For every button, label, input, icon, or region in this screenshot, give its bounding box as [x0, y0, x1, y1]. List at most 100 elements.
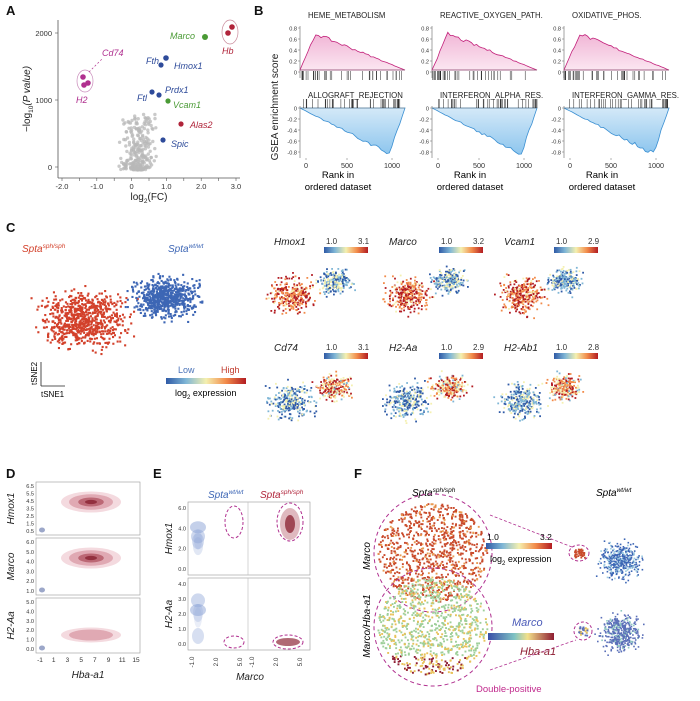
tsne-point [80, 310, 83, 313]
tsne-point [580, 277, 583, 280]
tsne-point [181, 313, 184, 316]
tsne-point [346, 392, 349, 395]
tsne-point [450, 275, 453, 278]
tsne-point [556, 280, 559, 282]
tsne-point [465, 389, 467, 392]
tsne-point [553, 287, 555, 290]
tsne-point [285, 303, 288, 306]
tsne-point [291, 394, 294, 397]
tsne-point [325, 290, 328, 293]
a-grey-point [153, 112, 157, 117]
a-grey-point [127, 120, 131, 125]
tsne-point [184, 305, 187, 308]
tsne-point [180, 302, 183, 305]
tsne-point [554, 279, 557, 282]
tsne-point [301, 299, 304, 302]
tsne-point [297, 308, 300, 310]
tsne-point [413, 283, 415, 286]
a-grey-point [143, 143, 147, 148]
point-hmox1 [163, 55, 169, 61]
tsne-point [332, 288, 334, 291]
a-grey-point [136, 168, 140, 172]
tsne-point [188, 293, 191, 296]
tsne-point [333, 395, 335, 398]
tsne-point [67, 348, 70, 351]
tsne-point [392, 400, 395, 403]
tsne-point [330, 387, 333, 390]
tsne-point [512, 280, 515, 283]
tsne-point [353, 283, 355, 285]
tsne-point [155, 309, 158, 312]
tsne-point [139, 282, 142, 285]
tsne-point [198, 285, 201, 288]
tsne-point [69, 303, 72, 306]
tsne-point [304, 295, 307, 297]
tsne-point [83, 328, 86, 331]
tsne-point [160, 300, 163, 303]
tsne-point [569, 270, 572, 273]
tsne-point [60, 311, 63, 314]
tsne-point [328, 279, 331, 282]
tsne-point [347, 378, 350, 381]
tsne-point [65, 314, 68, 317]
tsne-point [279, 289, 282, 292]
tsne-point [383, 300, 386, 303]
point-hb-2 [229, 24, 235, 30]
tsne-point [279, 416, 282, 419]
tsne-point [522, 298, 525, 301]
tsne-point [119, 296, 122, 299]
tsne-point [433, 280, 435, 283]
tsne-point [404, 395, 407, 397]
gsea-xtick-label: 1000 [516, 161, 532, 170]
gsea-title: ALLOGRAFT_REJECTION [308, 91, 403, 100]
tsne-point [532, 282, 534, 285]
tsne-point [328, 396, 331, 399]
tsne-point [404, 291, 406, 294]
tsne-point [452, 388, 455, 391]
tsne-point [301, 401, 304, 404]
tsne-point [51, 306, 54, 309]
tsne-point [168, 275, 171, 278]
tsne-point [47, 332, 50, 335]
a-grey-point [140, 125, 145, 129]
tsne-point [522, 306, 524, 308]
tsne-point [325, 398, 328, 401]
tsne-point [126, 298, 129, 301]
tsne-point [340, 385, 343, 387]
tsne-point [409, 305, 412, 308]
tsne-point [405, 299, 408, 302]
tsne-point [575, 266, 578, 269]
tsne-point [446, 376, 449, 379]
tsne-point [166, 302, 169, 305]
tsne-point [435, 383, 438, 385]
tsne-point [303, 311, 306, 314]
tsne-point [411, 395, 414, 398]
tsne-point [77, 331, 80, 334]
tsne-point [306, 389, 309, 392]
tsne-point [463, 269, 466, 271]
tsne-point [459, 269, 462, 272]
tsne-point [113, 305, 116, 308]
tsne-point [291, 300, 293, 303]
tsne-point [45, 318, 48, 321]
tsne-point [75, 308, 78, 311]
tsne-point [455, 382, 458, 385]
tsne-point [522, 296, 525, 299]
tsne-point [174, 301, 177, 304]
tsne-point [330, 274, 333, 276]
gsea-ytick-label: 0.2 [421, 60, 429, 66]
tsne-point [185, 297, 188, 300]
tsne-point [447, 283, 450, 286]
tsne-point [343, 396, 345, 398]
tsne-point [320, 381, 322, 383]
tsne-point [328, 373, 331, 375]
c-wt-sup: wt/wt [189, 243, 205, 250]
tsne-point [162, 296, 165, 299]
tsne-point [52, 330, 55, 333]
tsne-point [299, 396, 302, 398]
tsne-point [519, 292, 522, 295]
tsne-point [517, 296, 519, 299]
tsne-point [189, 290, 192, 293]
tsne-point [164, 302, 167, 305]
tsne-point [514, 287, 516, 290]
